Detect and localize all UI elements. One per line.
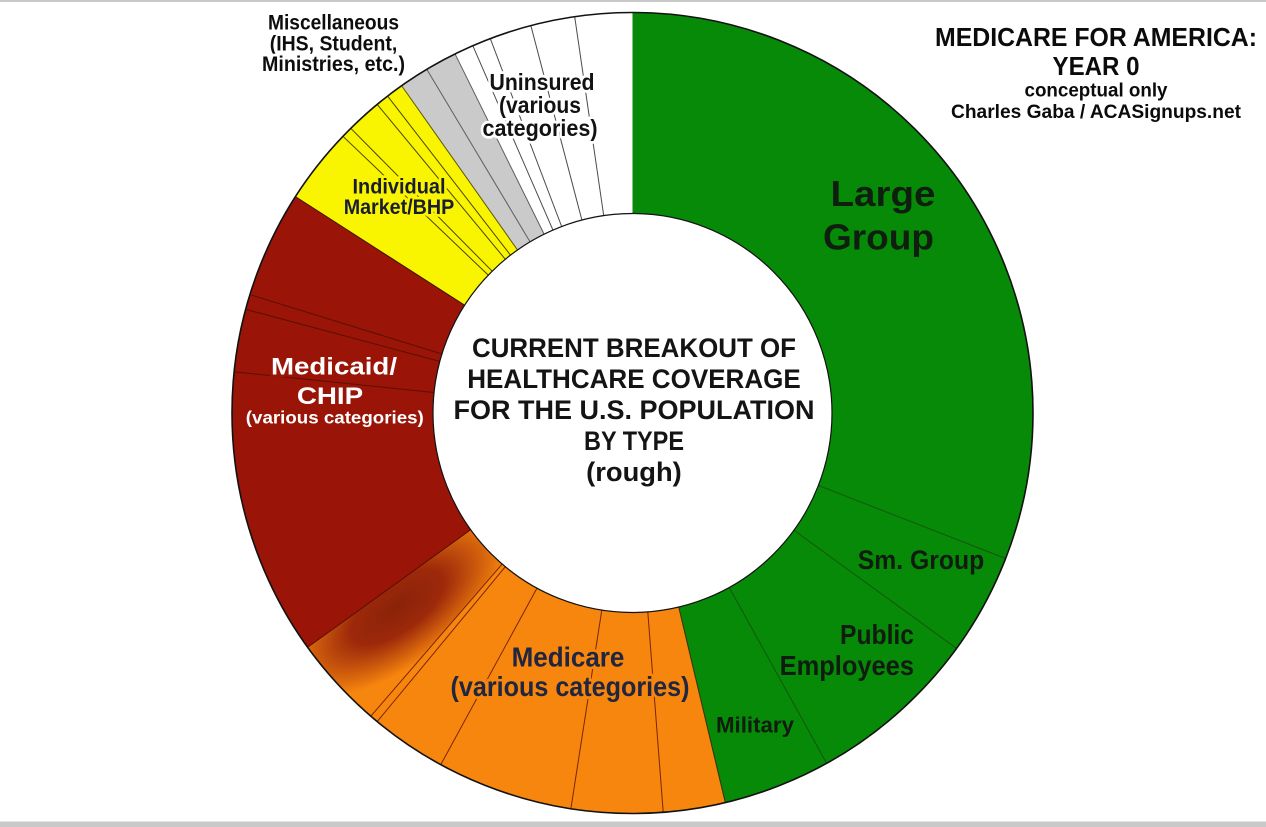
svg-text:categories): categories) — [483, 115, 598, 141]
svg-text:YEAR 0: YEAR 0 — [1053, 51, 1140, 81]
svg-text:Individual: Individual — [353, 176, 446, 199]
svg-text:Military: Military — [716, 713, 795, 738]
svg-text:Employees: Employees — [780, 650, 914, 681]
svg-text:Sm. Group: Sm. Group — [858, 545, 984, 575]
svg-text:(rough): (rough) — [586, 457, 682, 487]
svg-text:(IHS, Student,: (IHS, Student, — [270, 33, 398, 56]
svg-text:Large: Large — [831, 173, 936, 214]
svg-text:Miscellaneous: Miscellaneous — [268, 12, 399, 35]
svg-text:Ministries, etc.): Ministries, etc.) — [262, 53, 405, 76]
svg-text:MEDICARE FOR AMERICA:: MEDICARE FOR AMERICA: — [935, 22, 1257, 52]
svg-text:Charles Gaba / ACASignups.net: Charles Gaba / ACASignups.net — [951, 102, 1242, 123]
svg-text:Market/BHP: Market/BHP — [344, 196, 455, 219]
svg-text:(various: (various — [499, 92, 581, 118]
svg-text:Public: Public — [840, 619, 914, 650]
svg-text:CHIP: CHIP — [297, 383, 363, 410]
svg-text:Medicaid/: Medicaid/ — [271, 354, 397, 381]
svg-text:conceptual only: conceptual only — [1025, 81, 1168, 102]
svg-text:BY TYPE: BY TYPE — [584, 426, 684, 456]
svg-text:HEALTHCARE COVERAGE: HEALTHCARE COVERAGE — [467, 364, 801, 394]
svg-text:CURRENT BREAKOUT OF: CURRENT BREAKOUT OF — [472, 333, 796, 363]
svg-text:FOR THE U.S. POPULATION: FOR THE U.S. POPULATION — [454, 395, 815, 425]
svg-text:Medicare: Medicare — [512, 642, 625, 673]
svg-text:(various categories): (various categories) — [246, 408, 424, 428]
svg-text:Group: Group — [823, 217, 934, 258]
svg-text:(various categories): (various categories) — [451, 671, 690, 702]
svg-text:Uninsured: Uninsured — [490, 69, 595, 95]
